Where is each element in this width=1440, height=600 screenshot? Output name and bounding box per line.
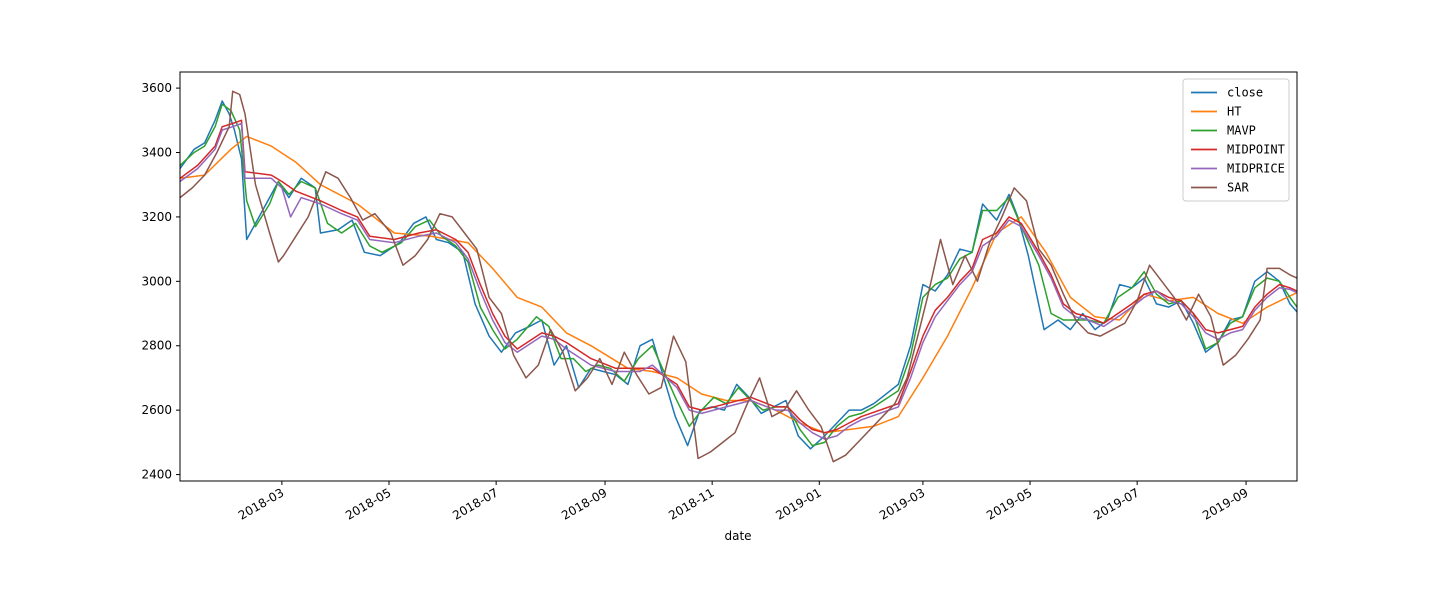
legend-label-sar: SAR bbox=[1227, 181, 1249, 195]
legend-label-close: close bbox=[1227, 86, 1263, 100]
series-line-midpoint bbox=[179, 119, 1298, 434]
series-line-mavp bbox=[179, 103, 1298, 447]
y-tick-label: 3400 bbox=[141, 146, 172, 160]
series-line-sar bbox=[179, 90, 1298, 463]
y-tick-label: 2400 bbox=[141, 468, 172, 482]
x-axis-title: date bbox=[724, 529, 751, 543]
legend: close HT MAVP MIDPOINT MIDPRICE SAR bbox=[1182, 78, 1290, 202]
y-axis: 2400 2600 2800 3000 3200 3400 3600 bbox=[141, 81, 180, 482]
y-tick-label: 3600 bbox=[141, 81, 172, 95]
y-tick-label: 2800 bbox=[141, 339, 172, 353]
legend-label-mavp: MAVP bbox=[1227, 124, 1256, 138]
legend-label-midprice: MIDPRICE bbox=[1227, 162, 1285, 176]
legend-label-midpoint: MIDPOINT bbox=[1227, 143, 1285, 157]
plot-frame bbox=[179, 71, 1298, 482]
y-tick-label: 3200 bbox=[141, 210, 172, 224]
legend-label-ht: HT bbox=[1227, 105, 1241, 119]
series-layer bbox=[179, 90, 1298, 463]
series-line-midprice bbox=[179, 122, 1298, 440]
legend-box bbox=[1182, 78, 1290, 202]
y-tick-label: 3000 bbox=[141, 274, 172, 288]
y-tick-label: 2600 bbox=[141, 403, 172, 417]
